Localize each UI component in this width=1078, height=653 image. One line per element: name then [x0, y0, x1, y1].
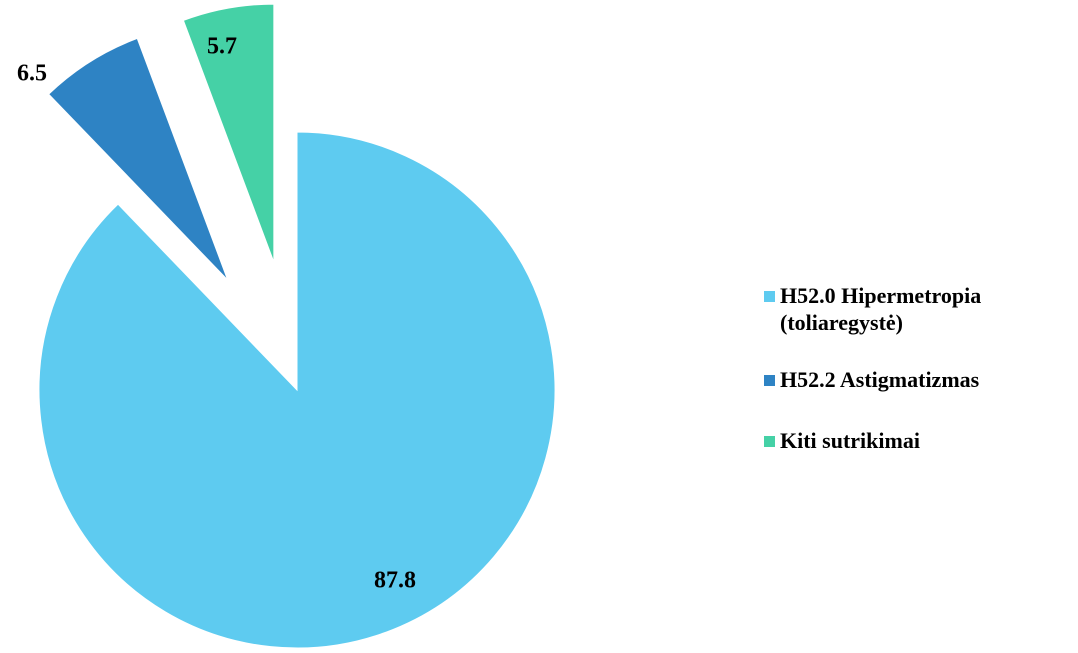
legend-swatch — [764, 436, 775, 447]
pie-area: 87.8 6.5 5.7 — [17, 3, 556, 649]
data-label: 87.8 — [374, 568, 416, 594]
legend-item: Kiti sutrikimai — [764, 427, 1078, 454]
pie-slice — [38, 131, 556, 649]
legend: H52.0 Hipermetropia (toliaregystė) H52.2 … — [764, 282, 1074, 454]
legend-label: H52.2 Astigmatizmas — [780, 367, 980, 392]
data-label: 6.5 — [17, 61, 47, 87]
legend-item: H52.0 Hipermetropia (toliaregystė) — [764, 282, 1010, 336]
legend-label: H52.0 Hipermetropia (toliaregystė) — [780, 283, 982, 335]
legend-swatch — [764, 291, 775, 302]
legend-label: Kiti sutrikimai — [780, 428, 920, 453]
legend-swatch — [764, 375, 775, 386]
pie-slice — [48, 37, 229, 281]
pie-slice — [182, 3, 275, 263]
data-label: 5.7 — [207, 34, 237, 60]
legend-item: H52.2 Astigmatizmas — [764, 366, 1078, 393]
